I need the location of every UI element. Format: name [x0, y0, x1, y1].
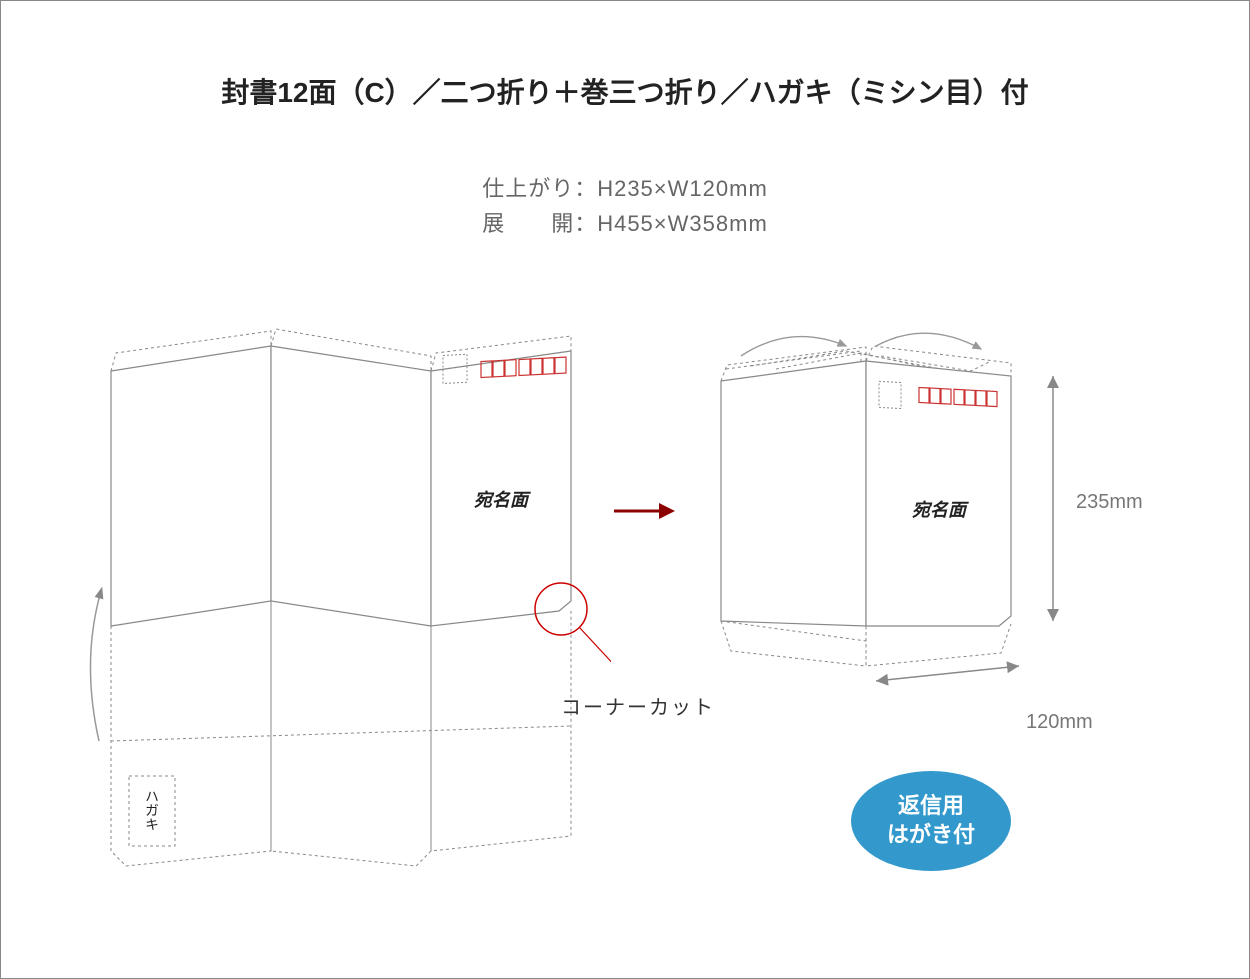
badge-line2: はがき付 — [887, 822, 975, 847]
hagaki-label: ハガキ — [144, 789, 160, 831]
height-label: 235mm — [1076, 491, 1143, 514]
diagram-canvas: 封書12面（C）／二つ折り＋巻三つ折り／ハガキ（ミシン目）付 仕上がり：H235… — [0, 0, 1250, 979]
address-face-label-right: 宛名面 — [912, 500, 969, 520]
corner-cut-leader — [579, 627, 611, 683]
diagram-title: 封書12面（C）／二つ折り＋巻三つ折り／ハガキ（ミシン目）付 — [1, 71, 1249, 111]
reply-postcard-badge: 返信用 はがき付 — [851, 771, 1011, 871]
spec-finished: 仕上がり：H235×W120mm — [1, 171, 1249, 206]
badge-line1: 返信用 — [898, 793, 964, 818]
left-diagram: 宛名面 ハガキ — [71, 311, 611, 931]
right-diagram: 宛名面 — [681, 321, 1111, 741]
address-face-label-left: 宛名面 — [474, 490, 531, 510]
width-label: 120mm — [1026, 711, 1093, 734]
spec-unfolded: 展 開：H455×W358mm — [1, 206, 1249, 241]
specifications: 仕上がり：H235×W120mm 展 開：H455×W358mm — [1, 171, 1249, 241]
fold-arrow-2 — [876, 333, 981, 349]
width-dimension — [876, 666, 1019, 681]
corner-cut-label: コーナーカット — [561, 691, 715, 720]
fold-arrow-left — [90, 591, 101, 741]
transition-arrow-icon — [609, 491, 679, 531]
